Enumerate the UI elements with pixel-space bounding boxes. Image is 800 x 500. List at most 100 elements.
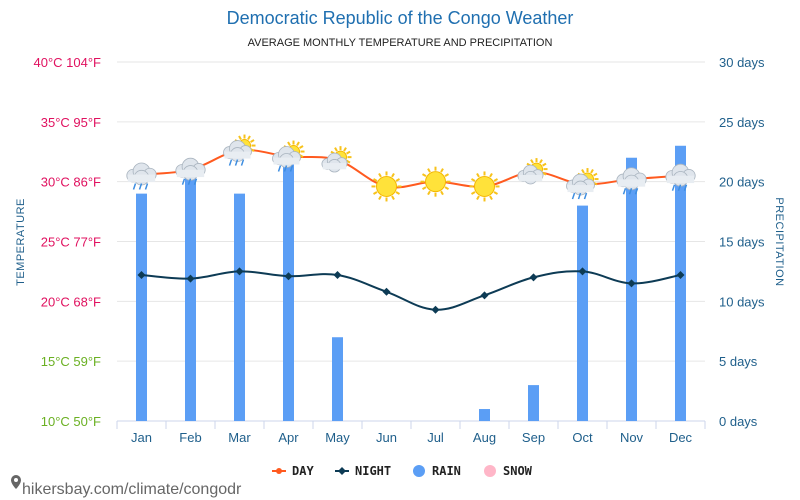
night-point: [529, 273, 538, 282]
sun-ray: [444, 173, 449, 178]
x-tick-label: May: [325, 430, 350, 445]
rain-drop: [234, 159, 239, 166]
y-tick-label-right: 10 days: [719, 294, 765, 309]
cloud-base: [617, 179, 646, 187]
cloud-rain-icon: [126, 162, 157, 190]
cloud-rain-icon: [665, 163, 696, 191]
cloud-base: [322, 163, 347, 170]
legend-item-snow[interactable]: SNOW: [484, 464, 533, 478]
rain-drop: [132, 183, 137, 190]
rain-drop: [622, 188, 627, 195]
rain-bar: [626, 157, 637, 421]
legend-label: SNOW: [503, 464, 533, 478]
night-point: [186, 274, 195, 283]
rain-drop: [187, 178, 192, 185]
sun-ray: [471, 178, 476, 182]
legend-item-night[interactable]: NIGHT: [335, 464, 391, 478]
cloud-sun-rain-icon: [566, 168, 599, 200]
sun-ray: [542, 162, 547, 167]
sun-ray: [493, 191, 498, 195]
sun-ray: [422, 186, 427, 191]
left-axis-title: TEMPERATURE: [15, 198, 27, 286]
rain-drop: [671, 184, 676, 191]
chart-subtitle: AVERAGE MONTHLY TEMPERATURE AND PRECIPIT…: [248, 37, 553, 49]
sun-ray: [427, 168, 431, 173]
rain-drop: [138, 183, 143, 190]
x-tick-label: Oct: [572, 430, 593, 445]
sun-ray: [391, 195, 395, 200]
rain-bars: [136, 145, 686, 421]
sun-ray: [247, 135, 251, 140]
sun-ray: [422, 173, 427, 178]
sun-ray: [334, 147, 338, 152]
watermark[interactable]: hikersbay.com/climate/congodr: [11, 475, 242, 498]
rain-drop: [277, 165, 282, 172]
right-axis-title: PRECIPITATION: [773, 197, 785, 286]
sun-ray: [530, 159, 534, 164]
cloud-base: [176, 169, 205, 178]
legend-marker: [338, 467, 346, 475]
x-tick-label: Sep: [522, 430, 545, 445]
cloud-base: [666, 175, 695, 184]
sun-ray: [539, 159, 543, 164]
rain-bar: [577, 205, 588, 421]
sun-ray: [489, 172, 493, 178]
x-tick-label: Feb: [179, 430, 201, 445]
rain-drop: [283, 165, 288, 172]
night-point: [333, 271, 342, 280]
axis-ticks: 40°C 104°F 35°C 95°F 30°C 86°F 25°C 77°F 20°…: [34, 55, 766, 445]
legend-marker: [276, 468, 282, 474]
cloud-sun-rain-icon: [223, 134, 256, 166]
y-tick-label-right: 20 days: [719, 175, 765, 190]
sun-icon: [469, 171, 500, 202]
sun-ray: [427, 190, 431, 196]
night-point: [578, 267, 587, 276]
sun-ray: [238, 135, 242, 140]
y-tick-label-left: 40°C 104°F: [34, 55, 102, 70]
rain-drop: [583, 192, 588, 200]
y-tick-label-left: 25°C 77°F: [41, 235, 101, 250]
legend-item-day[interactable]: DAY: [272, 464, 314, 478]
sun-ray: [343, 147, 347, 152]
legend-item-rain[interactable]: RAIN: [413, 464, 461, 478]
sun-ray: [287, 141, 291, 146]
sun-ray: [250, 139, 255, 143]
rain-drop: [628, 188, 633, 195]
night-point: [627, 279, 636, 288]
sun-ray: [590, 169, 594, 174]
legend: DAY NIGHT RAIN SNOW: [272, 464, 533, 478]
y-tick-label-left: 35°C 95°F: [41, 115, 101, 130]
sun-icon: [420, 166, 451, 197]
night-point: [480, 291, 489, 300]
x-tick-label: Dec: [669, 430, 693, 445]
rain-drop: [240, 159, 245, 166]
y-tick-label-right: 30 days: [719, 55, 765, 70]
y-tick-label-right: 15 days: [719, 235, 765, 250]
rain-drop: [683, 184, 688, 191]
cloud-base: [567, 185, 594, 193]
cloud-base: [127, 174, 156, 182]
sun-ray: [493, 178, 498, 182]
rain-bar: [332, 337, 343, 421]
watermark-text[interactable]: hikersbay.com/climate/congodr: [22, 481, 242, 498]
cloud-base: [518, 174, 543, 182]
cloud-rain-icon: [616, 167, 647, 195]
night-point: [137, 271, 146, 280]
cloud-base: [273, 157, 300, 165]
sun-ray: [440, 168, 444, 173]
sun-ray: [373, 178, 378, 182]
y-tick-label-left: 20°C 68°F: [41, 294, 101, 309]
sun-disc: [474, 175, 495, 197]
sun-icon: [371, 171, 402, 202]
night-point: [431, 305, 440, 314]
sun-disc: [425, 171, 446, 193]
sun-ray: [581, 169, 585, 174]
sun-ray: [593, 172, 598, 177]
sun-ray: [378, 172, 382, 178]
sun-ray: [346, 150, 351, 155]
y-tick-label-right: 0 days: [719, 414, 758, 429]
rain-bar: [283, 157, 294, 421]
grid: [116, 61, 706, 429]
y-tick-label-right: 5 days: [719, 354, 758, 369]
